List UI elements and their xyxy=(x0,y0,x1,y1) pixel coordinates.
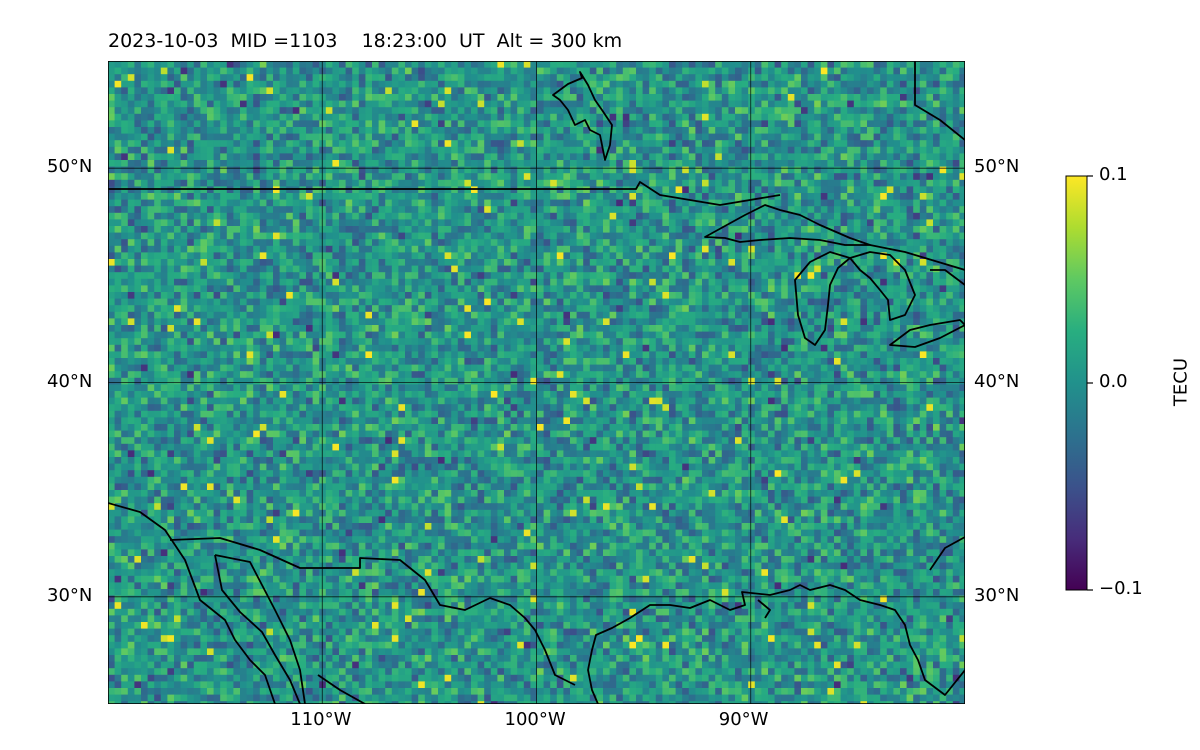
lat-tick-label-left: 50°N xyxy=(47,156,93,178)
lat-tick-label-right: 50°N xyxy=(974,156,1020,178)
lat-tick-label-left: 40°N xyxy=(47,370,93,392)
gulf-coast-texas xyxy=(587,584,965,704)
tec-cells xyxy=(108,61,965,704)
colorbar-gradient xyxy=(1065,175,1088,591)
lake-michigan xyxy=(794,251,851,346)
lon-tick-label: 100°W xyxy=(504,709,566,730)
colorbar-tick-label: 0.0 xyxy=(1099,371,1128,392)
colorbar-tick-label: −0.1 xyxy=(1099,578,1143,599)
hudson-bay-coast xyxy=(552,71,613,161)
baja-peninsula xyxy=(214,554,301,704)
mexico-mainland xyxy=(317,674,366,704)
lon-tick-label: 110°W xyxy=(290,709,352,730)
lat-tick-label-right: 40°N xyxy=(974,370,1020,392)
border-canada-us xyxy=(108,181,781,206)
colorbar-label: TECU xyxy=(1170,357,1192,407)
gulf-of-california xyxy=(214,554,306,704)
map-area xyxy=(108,61,965,704)
lake-huron xyxy=(849,251,916,321)
lat-tick-label-right: 30°N xyxy=(974,584,1020,606)
lake-erie xyxy=(889,319,965,348)
lon-tick-label: 90°W xyxy=(718,709,769,730)
border-us-mexico xyxy=(169,537,576,686)
great-lakes-border xyxy=(869,244,965,271)
lat-tick-label-left: 30°N xyxy=(47,584,93,606)
colorbar-ticks xyxy=(1087,175,1093,591)
ne-boundary xyxy=(914,61,965,141)
gridlines xyxy=(108,61,965,704)
coastlines xyxy=(108,61,965,704)
lake-ontario xyxy=(930,269,965,286)
map-title: 2023-10-03 MID =1103 18:23:00 UT Alt = 3… xyxy=(108,30,623,52)
colorbar-tick-label: 0.1 xyxy=(1099,164,1128,185)
florida xyxy=(929,536,965,571)
pacific-coast xyxy=(108,502,276,704)
mississippi-delta xyxy=(757,599,771,619)
colorbar xyxy=(1065,175,1093,591)
